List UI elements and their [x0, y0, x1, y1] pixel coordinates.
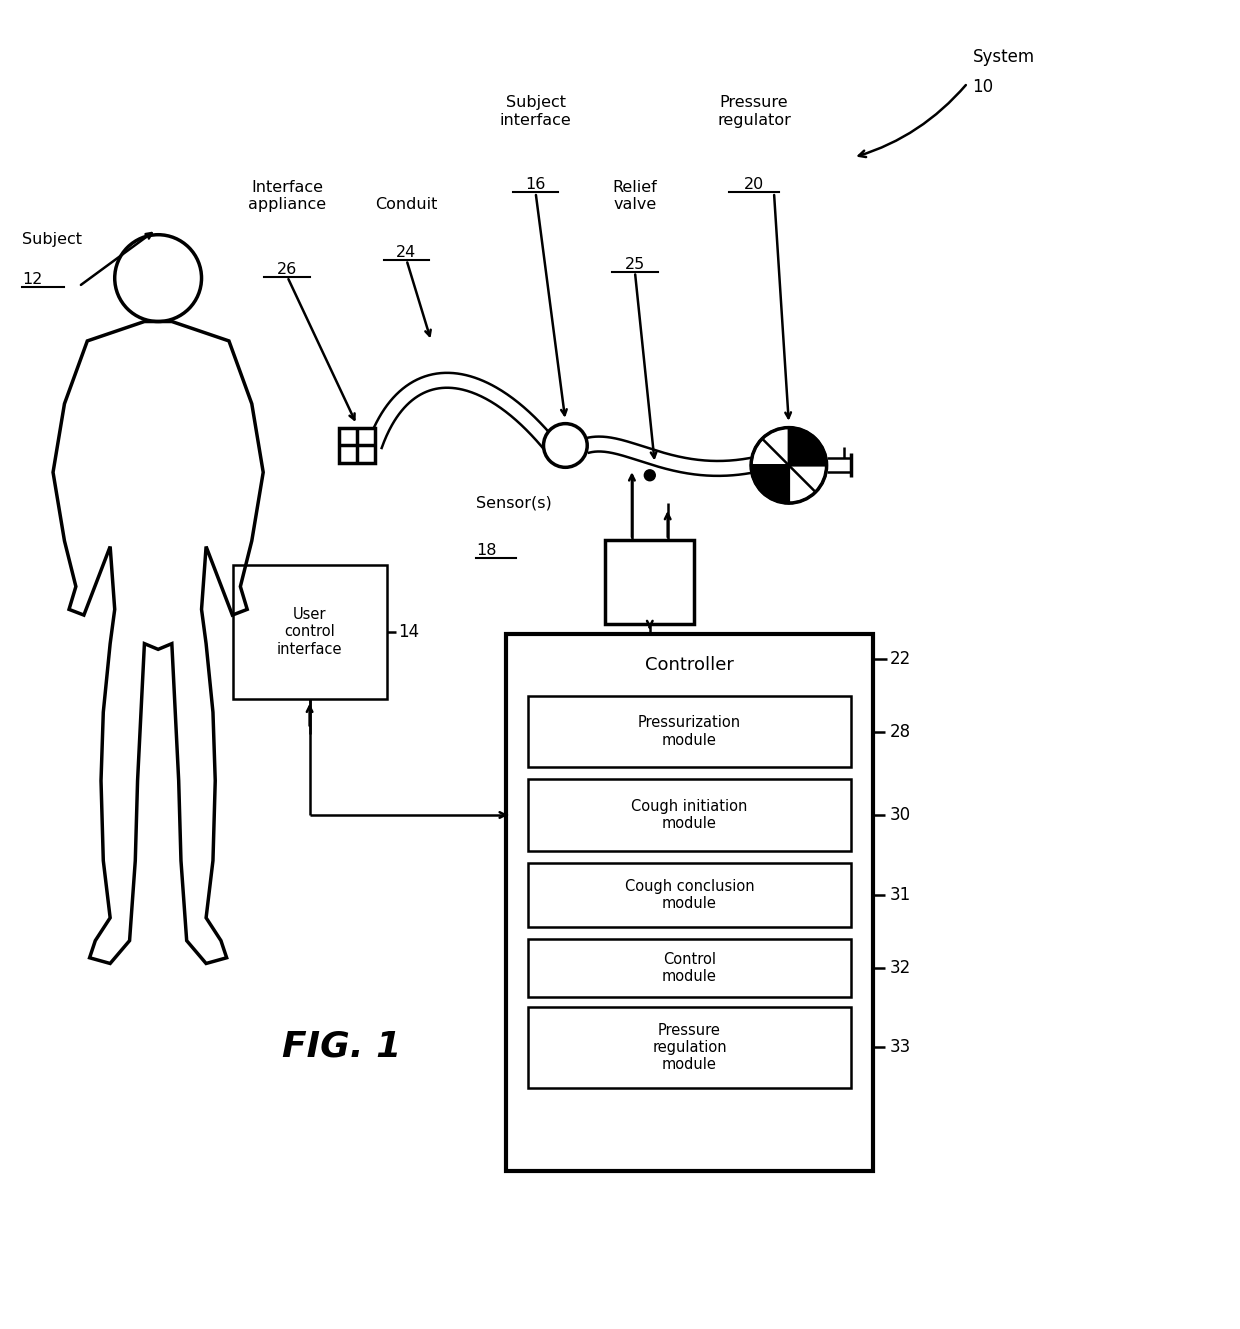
Text: Interface
appliance: Interface appliance — [248, 179, 326, 213]
Circle shape — [543, 424, 588, 468]
Bar — [506, 634, 873, 1171]
Text: Cough conclusion
module: Cough conclusion module — [625, 878, 754, 912]
Bar — [528, 940, 852, 997]
Text: 25: 25 — [625, 256, 645, 271]
Text: Controller: Controller — [645, 657, 734, 674]
Wedge shape — [789, 428, 827, 465]
Bar — [528, 1006, 852, 1088]
Text: 18: 18 — [476, 542, 496, 558]
Text: Pressure
regulator: Pressure regulator — [717, 96, 791, 128]
Text: Relief
valve: Relief valve — [613, 179, 657, 213]
Text: Subject
interface: Subject interface — [500, 96, 572, 128]
Text: 10: 10 — [972, 78, 993, 96]
Text: FIG. 1: FIG. 1 — [283, 1030, 402, 1063]
Bar — [605, 540, 694, 625]
Bar — [528, 863, 852, 928]
Text: System: System — [972, 48, 1034, 66]
Text: Subject: Subject — [22, 231, 82, 247]
Text: 24: 24 — [397, 245, 417, 259]
Text: 33: 33 — [890, 1038, 911, 1057]
Text: Cough initiation
module: Cough initiation module — [631, 799, 748, 831]
Wedge shape — [751, 465, 789, 504]
Text: Pressurization
module: Pressurization module — [637, 715, 742, 748]
Bar — [233, 565, 387, 699]
Bar — [528, 779, 852, 851]
Text: Conduit: Conduit — [376, 197, 438, 213]
Text: Sensor(s): Sensor(s) — [476, 494, 552, 510]
Bar — [339, 428, 374, 464]
Circle shape — [645, 470, 655, 481]
Wedge shape — [751, 428, 789, 465]
Text: 28: 28 — [890, 723, 911, 740]
Text: 26: 26 — [277, 262, 298, 276]
Text: Control
module: Control module — [662, 952, 717, 985]
Text: 22: 22 — [890, 650, 911, 668]
Text: Pressure
regulation
module: Pressure regulation module — [652, 1022, 727, 1073]
Text: User
control
interface: User control interface — [277, 607, 342, 657]
Wedge shape — [789, 465, 827, 504]
Text: 12: 12 — [22, 271, 42, 287]
Text: 32: 32 — [890, 960, 911, 977]
Text: 20: 20 — [744, 177, 764, 193]
Bar — [528, 696, 852, 767]
Text: 31: 31 — [890, 886, 911, 904]
Text: 14: 14 — [398, 623, 419, 641]
Text: 16: 16 — [526, 177, 546, 193]
Text: 30: 30 — [890, 805, 911, 824]
